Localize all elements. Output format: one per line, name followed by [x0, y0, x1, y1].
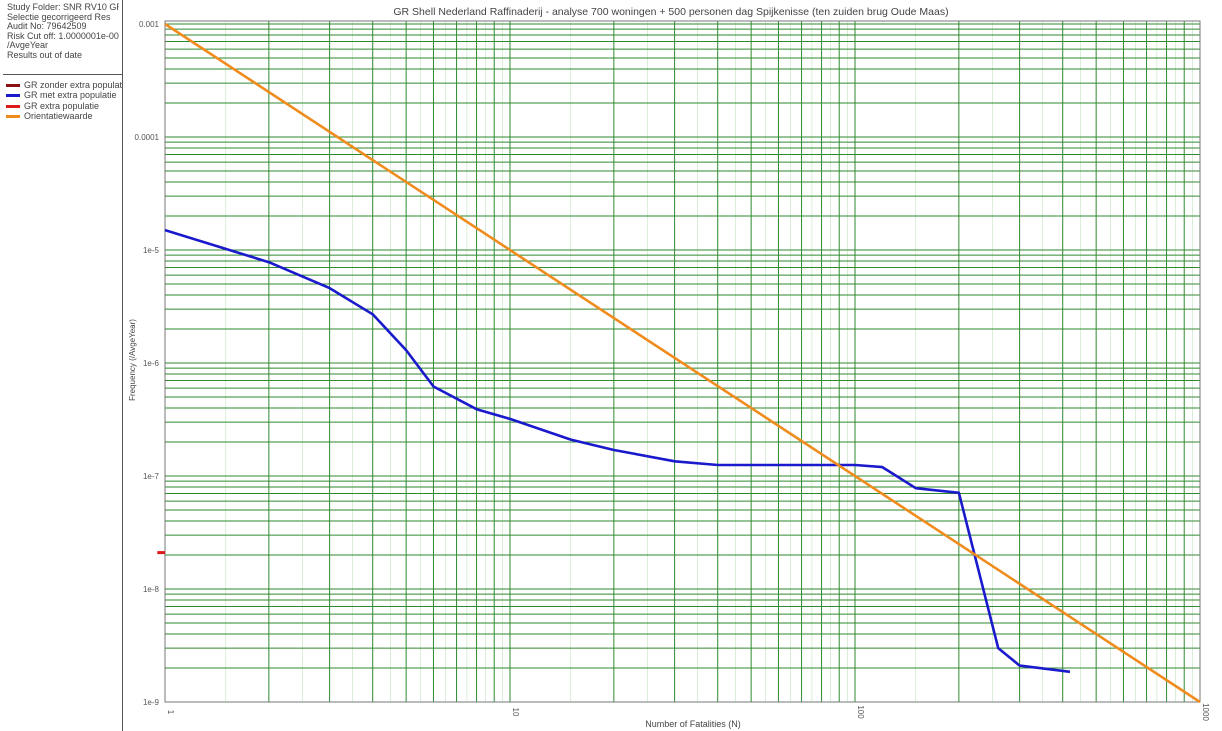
results-status-text: Results out of date: [7, 51, 119, 61]
panel-divider: [3, 74, 122, 75]
fn-curve-chart: 1e-9 1e-8 1e-7 1e-6 1e-5 0.0001 0.001 1 10 100 100…: [123, 0, 1222, 731]
legend: GR zonder extra populati GR met extra po…: [6, 80, 122, 122]
chart-title: GR Shell Nederland Raffinaderij - analys…: [393, 6, 948, 18]
legend-label: GR met extra populatie: [24, 90, 117, 100]
side-panel: Study Folder: SNR RV10 GR Selectie gecor…: [0, 0, 123, 731]
legend-label: GR extra populatie: [24, 101, 99, 111]
audit-number-text: Audit No: 79642509: [7, 22, 119, 32]
x-tick-label: 1000: [1201, 703, 1210, 721]
risk-cutoff-text: Risk Cut off: 1.0000001e-009: [7, 32, 119, 42]
y-tick-label: 0.001: [139, 20, 160, 29]
legend-swatch: [6, 105, 20, 108]
y-tick-label: 1e-5: [143, 246, 160, 255]
legend-swatch: [6, 94, 20, 97]
legend-label: Orientatiewaarde: [24, 111, 93, 121]
legend-label: GR zonder extra populati: [24, 80, 122, 90]
legend-item[interactable]: GR extra populatie: [6, 101, 122, 111]
unit-text: /AvgeYear: [7, 41, 119, 51]
y-tick-label: 1e-9: [143, 698, 160, 707]
x-tick-label: 100: [856, 705, 865, 719]
y-tick-label: 0.0001: [135, 133, 160, 142]
legend-swatch: [6, 84, 20, 87]
study-folder-text: Study Folder: SNR RV10 GR: [7, 3, 119, 13]
x-tick-label: 1: [166, 710, 175, 715]
y-tick-label: 1e-8: [143, 585, 160, 594]
legend-item[interactable]: GR met extra populatie: [6, 90, 122, 100]
selection-text: Selectie gecorrigeerd Res: [7, 13, 119, 23]
legend-swatch: [6, 115, 20, 118]
y-tick-label: 1e-7: [143, 472, 160, 481]
legend-item[interactable]: Orientatiewaarde: [6, 111, 122, 121]
y-tick-label: 1e-6: [143, 359, 160, 368]
tick-labels: 1e-9 1e-8 1e-7 1e-6 1e-5 0.0001 0.001 1 10 100 100…: [135, 20, 1210, 721]
legend-item[interactable]: GR zonder extra populati: [6, 80, 122, 90]
series-line: [165, 230, 1070, 672]
study-info: Study Folder: SNR RV10 GR Selectie gecor…: [7, 3, 119, 61]
y-axis-label: Frequency (/AvgeYear): [128, 319, 137, 401]
x-tick-label: 10: [511, 708, 520, 717]
x-axis-label: Number of Fatalities (N): [645, 719, 741, 729]
